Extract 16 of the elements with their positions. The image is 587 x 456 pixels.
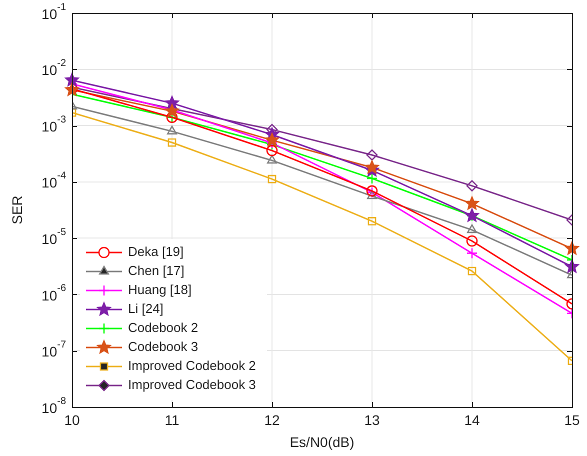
legend-label: Deka [19] <box>128 244 184 260</box>
x-tick-label: 12 <box>264 412 280 428</box>
legend-label: Improved Codebook 2 <box>128 358 256 374</box>
x-tick-label: 11 <box>164 412 180 428</box>
legend-label: Codebook 2 <box>128 320 198 336</box>
x-tick-label: 10 <box>64 412 80 428</box>
legend-label: Chen [17] <box>128 263 184 278</box>
x-tick-label: 14 <box>464 412 480 428</box>
legend-label: Codebook 3 <box>128 339 198 354</box>
x-axis-title: Es/N0(dB) <box>290 434 354 450</box>
legend-label: Li [24] <box>128 301 164 316</box>
legend-label: Improved Codebook 3 <box>128 377 256 392</box>
y-axis-title: SER <box>9 196 25 224</box>
legend-label: Huang [18] <box>128 282 192 298</box>
x-tick-label: 15 <box>564 412 580 428</box>
x-tick-label: 13 <box>364 412 380 428</box>
